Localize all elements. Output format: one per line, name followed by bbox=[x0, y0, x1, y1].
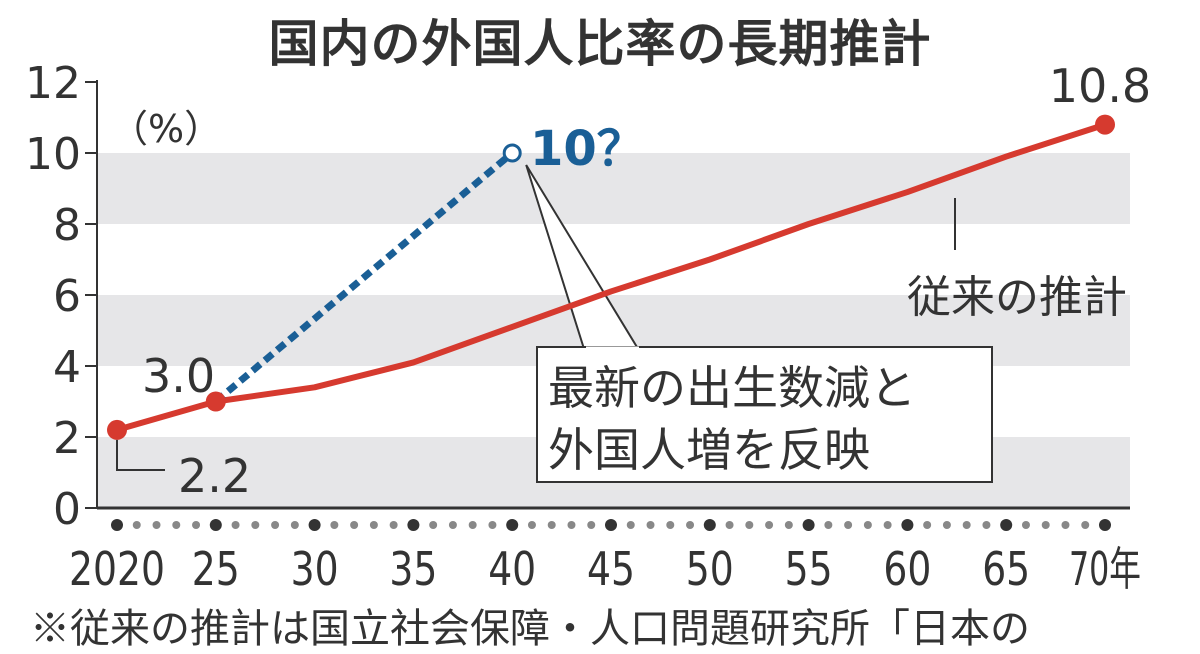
x-tick-dot bbox=[231, 521, 240, 529]
x-tick-dot bbox=[1041, 521, 1050, 529]
data-label-mid: 3.0 bbox=[142, 349, 215, 403]
y-tick-label: 6 bbox=[53, 271, 81, 322]
x-tick-dot bbox=[1099, 519, 1111, 531]
x-tick-dot bbox=[132, 521, 141, 529]
x-tick-label: 2020 bbox=[69, 542, 165, 596]
x-tick-dot bbox=[703, 519, 716, 531]
x-tick-dot bbox=[863, 521, 872, 529]
x-tick-dot bbox=[1081, 521, 1090, 529]
x-tick-dot bbox=[547, 521, 556, 529]
x-tick-label: 70年 bbox=[1069, 542, 1141, 596]
x-tick-label: 35 bbox=[389, 542, 437, 596]
x-tick-dot bbox=[271, 521, 280, 529]
x-tick-dot bbox=[605, 519, 617, 531]
x-tick-dot bbox=[824, 521, 833, 529]
x-tick-dot bbox=[962, 521, 971, 529]
x-tick-dot bbox=[942, 521, 951, 529]
data-point bbox=[1095, 114, 1115, 135]
y-tick-label: 8 bbox=[53, 200, 81, 251]
x-tick-dot bbox=[745, 521, 754, 529]
chart-title: 国内の外国人比率の長期推計 bbox=[268, 15, 932, 73]
y-tick-label: 12 bbox=[25, 58, 81, 109]
y-tick-label: 10 bbox=[25, 129, 81, 180]
x-tick-dot bbox=[330, 521, 339, 529]
x-tick-dot bbox=[1061, 521, 1070, 529]
x-tick-dot bbox=[666, 521, 675, 529]
x-tick-dot bbox=[923, 521, 932, 529]
x-tick-dot bbox=[506, 519, 519, 531]
x-tick-dot bbox=[389, 521, 398, 529]
data-label-end: 10.8 bbox=[1049, 59, 1151, 113]
footnote: ※従来の推計は国立社会保障・人口問題研究所「日本の bbox=[30, 606, 1030, 652]
x-tick-dot bbox=[407, 519, 420, 531]
x-tick-dot bbox=[527, 521, 536, 529]
data-point bbox=[205, 391, 226, 412]
series-label: 従来の推計 bbox=[907, 272, 1127, 323]
x-tick-dot bbox=[192, 521, 201, 529]
x-tick-dot bbox=[468, 521, 477, 529]
x-tick-dot bbox=[251, 521, 260, 529]
x-tick-dot bbox=[448, 521, 457, 529]
x-tick-label: 25 bbox=[192, 542, 240, 596]
callout-line-1: 最新の出生数減と bbox=[548, 361, 916, 415]
x-tick-dot bbox=[488, 521, 497, 529]
series-line-1 bbox=[213, 150, 515, 405]
grid-band bbox=[97, 153, 1130, 224]
x-tick-dot bbox=[587, 521, 596, 529]
x-tick-dot bbox=[901, 519, 914, 531]
x-tick-dot bbox=[290, 521, 299, 529]
data-label-start: 2.2 bbox=[178, 449, 251, 503]
x-tick-label: 40 bbox=[488, 542, 536, 596]
x-tick-dot bbox=[308, 519, 321, 531]
x-tick-dot bbox=[802, 519, 815, 531]
x-tick-label: 60 bbox=[883, 542, 931, 596]
x-tick-dot bbox=[152, 521, 161, 529]
x-tick-label: 30 bbox=[291, 542, 339, 596]
x-tick-label: 50 bbox=[686, 542, 734, 596]
data-point-open bbox=[502, 143, 522, 163]
x-tick-dot bbox=[369, 521, 378, 529]
x-tick-dot bbox=[844, 521, 853, 529]
y-tick-label: 4 bbox=[53, 342, 81, 393]
x-tick-dot bbox=[883, 521, 892, 529]
x-tick-dot bbox=[429, 521, 438, 529]
data-label-new: 10？ bbox=[530, 121, 645, 177]
x-tick-label: 45 bbox=[587, 542, 635, 596]
y-tick-label: 2 bbox=[53, 413, 81, 464]
label-leader bbox=[116, 439, 165, 471]
y-axis-label: （%） bbox=[110, 107, 222, 151]
data-point bbox=[107, 419, 127, 440]
x-tick-dot bbox=[686, 521, 695, 529]
x-tick-dot bbox=[784, 521, 793, 529]
line-chart: 0 2 4 6 8 10 12 （%） 2020 25 30 35 40 45 50 55 60 65 70年 2.2… bbox=[25, 58, 1151, 596]
x-tick-dot bbox=[209, 519, 222, 531]
x-tick-dot bbox=[1000, 519, 1013, 531]
x-tick-dot bbox=[626, 521, 635, 529]
x-tick-label: 65 bbox=[982, 542, 1030, 596]
y-tick-label: 0 bbox=[53, 484, 81, 535]
x-tick-dot bbox=[982, 521, 991, 529]
x-tick-dot bbox=[111, 519, 123, 531]
x-tick-dot bbox=[350, 521, 359, 529]
x-tick-dot bbox=[646, 521, 655, 529]
x-tick-dot bbox=[725, 521, 734, 529]
x-tick-dot bbox=[172, 521, 181, 529]
x-tick-dot bbox=[567, 521, 576, 529]
callout-line-2: 外国人増を反映 bbox=[548, 423, 870, 477]
x-tick-label: 55 bbox=[785, 542, 833, 596]
callout-box bbox=[536, 346, 993, 483]
x-tick-dot bbox=[1021, 521, 1030, 529]
x-tick-dot bbox=[765, 521, 774, 529]
series-line-0 bbox=[116, 121, 1106, 433]
